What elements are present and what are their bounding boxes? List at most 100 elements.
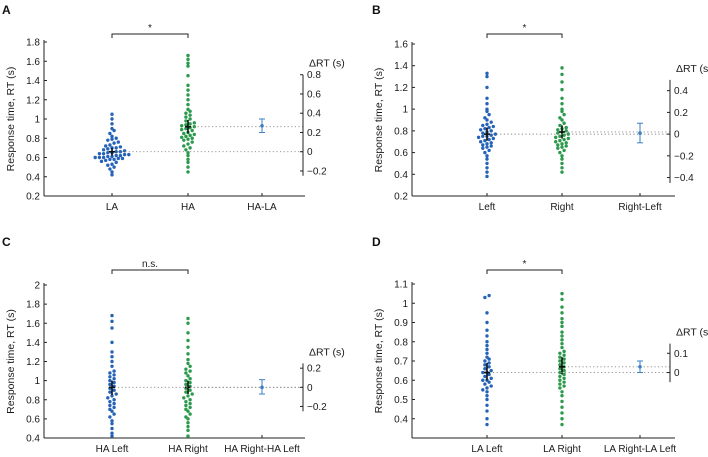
panel-a-point-ha <box>186 157 190 162</box>
panel-b-delta-tick-label: −0.4 <box>674 173 694 184</box>
panel-a-ytick-label: 0.4 <box>26 172 40 183</box>
panel-d-point-la-right <box>562 372 566 377</box>
panel-b-delta-tick-label: 0 <box>674 130 680 141</box>
panel-b-point-right <box>560 157 564 161</box>
panel-a-point-la <box>106 147 110 151</box>
panel-b-point-left <box>489 133 493 137</box>
panel-d-point-la-left <box>487 365 491 369</box>
panel-d-significance-label: * <box>523 259 527 270</box>
panel-b-point-right <box>560 87 564 92</box>
panel-c-point-ha-right <box>184 403 188 408</box>
panel-c-point-ha-left <box>110 431 114 435</box>
panel-d-ytick-label: 0.4 <box>394 414 408 425</box>
panel-c-point-ha-right <box>186 338 190 343</box>
panel-a-point-la <box>106 154 110 159</box>
panel-d-point-la-left <box>489 368 493 373</box>
panel-a-point-la <box>112 165 116 169</box>
panel-a-point-ha <box>186 170 190 174</box>
panel-a-point-la <box>106 163 110 167</box>
panel-b-point-right <box>556 128 560 132</box>
panel-b-delta-tick-label: −0.2 <box>674 151 694 162</box>
panel-b-point-left <box>487 148 491 153</box>
panel-c-ytick-label: 0.6 <box>26 414 40 425</box>
panel-c-point-ha-left <box>112 369 116 373</box>
panel-b-point-right <box>566 132 570 136</box>
panel-c-ytick-label: 0.8 <box>26 395 40 406</box>
panel-a-point-ha <box>184 119 188 123</box>
panel-a-point-ha <box>186 64 190 68</box>
panel-b-ytick-label: 1.4 <box>394 61 408 72</box>
panel-d-point-la-right <box>558 382 562 386</box>
panel-c-point-ha-left <box>112 373 116 377</box>
panel-a-ytick-label: 0.8 <box>26 134 40 145</box>
panel-c-delta-tick-label: −0.2 <box>307 402 327 413</box>
panel-b-point-right <box>558 116 562 120</box>
panel-d-point-la-right <box>558 386 562 390</box>
panel-b-point-right <box>560 109 564 114</box>
panel-a-letter: A <box>2 3 11 17</box>
panel-b-point-right <box>558 138 562 143</box>
panel-d-point-la-right <box>560 417 564 421</box>
panel-a-point-la <box>112 141 116 145</box>
panel-c: C 0.4 0.6 0.8 1 1.2 1.4 1.6 1.8 2 Response time, … <box>2 235 345 455</box>
panel-a-delta-tick-label: 0 <box>307 147 313 158</box>
panel-a-point-ha <box>182 138 186 142</box>
panel-b-point-right <box>558 123 562 128</box>
panel-b-ytick-label: 1.6 <box>394 40 408 51</box>
panel-a-point-ha <box>190 140 194 144</box>
panel-a-point-ha <box>182 131 186 136</box>
panel-a-delta-tick-label: 0.4 <box>307 109 321 120</box>
panel-d-point-la-right <box>560 324 564 329</box>
panel-a-point-la <box>110 162 114 166</box>
panel-b-point-right <box>564 144 568 148</box>
panel-b-ytick-label: 0.8 <box>394 126 408 137</box>
panel-c-point-ha-left <box>110 355 114 359</box>
panel-a-point-la <box>97 151 102 156</box>
panel-b-point-left <box>485 154 489 158</box>
panel-c-point-ha-right <box>186 352 190 356</box>
panel-a-point-la <box>110 117 114 121</box>
panel-a-point-la <box>101 155 106 160</box>
panel-b-point-left <box>485 161 489 166</box>
panel-d-point-la-right <box>562 361 566 365</box>
panel-c-point-ha-right <box>186 345 190 349</box>
panel-a-point-la <box>93 155 97 160</box>
panel-d-point-la-left <box>481 370 485 375</box>
panel-c-point-ha-left <box>112 405 116 410</box>
panel-d: D 0.4 0.5 0.6 0.7 0.8 0.9 1 1.1 Response time, R… <box>372 235 708 455</box>
panel-d-point-la-right <box>560 422 564 427</box>
panel-b-point-right <box>556 143 560 147</box>
panel-c-point-ha-left <box>108 371 112 375</box>
panel-c-point-ha-left <box>110 340 114 345</box>
panel-b-point-left <box>491 136 495 141</box>
panel-d-point-la-left <box>483 382 487 386</box>
panel-b-point-right <box>562 112 566 117</box>
panel-c-point-ha-left <box>114 392 118 396</box>
panel-d-ytick-label: 0.5 <box>394 395 408 406</box>
panel-c-ytick-label: 2 <box>34 281 40 292</box>
panel-c-point-ha-right <box>188 380 192 385</box>
panel-a-point-la <box>108 167 112 171</box>
panel-d-ytick-label: 0.7 <box>394 357 408 368</box>
panel-b-point-left <box>485 74 489 79</box>
panel-c-point-ha-left <box>110 359 114 364</box>
panel-d-ytick-label: 0.8 <box>394 337 408 348</box>
panel-d-delta-label: ΔRT (s) <box>676 327 708 339</box>
panel-b-point-left <box>483 138 487 143</box>
panel-d-point-la-right <box>560 297 564 302</box>
panel-a-point-ha <box>188 133 192 138</box>
panel-d-point-la-left <box>485 409 489 413</box>
panel-a-delta-label: ΔRT (s) <box>309 58 345 70</box>
panel-b-diff-point <box>638 131 642 135</box>
panel-a-point-ha <box>184 126 188 131</box>
panel-a-point-ha <box>192 132 196 137</box>
panel-b-point-left <box>485 174 489 179</box>
panel-a-significance-bracket <box>111 33 189 38</box>
panel-d-ytick-label: 1 <box>402 299 408 310</box>
panel-a-delta-tick-label: 0.6 <box>307 89 321 100</box>
panel-d-point-la-right <box>558 378 562 382</box>
panel-d-point-la-left <box>485 403 489 407</box>
panel-b-point-right <box>562 137 566 142</box>
panel-a: A 0.2 0.4 0.6 0.8 1 1.2 1.4 1.6 1.8 Response time… <box>2 3 345 213</box>
panel-c-ytick-label: 1 <box>34 376 40 387</box>
